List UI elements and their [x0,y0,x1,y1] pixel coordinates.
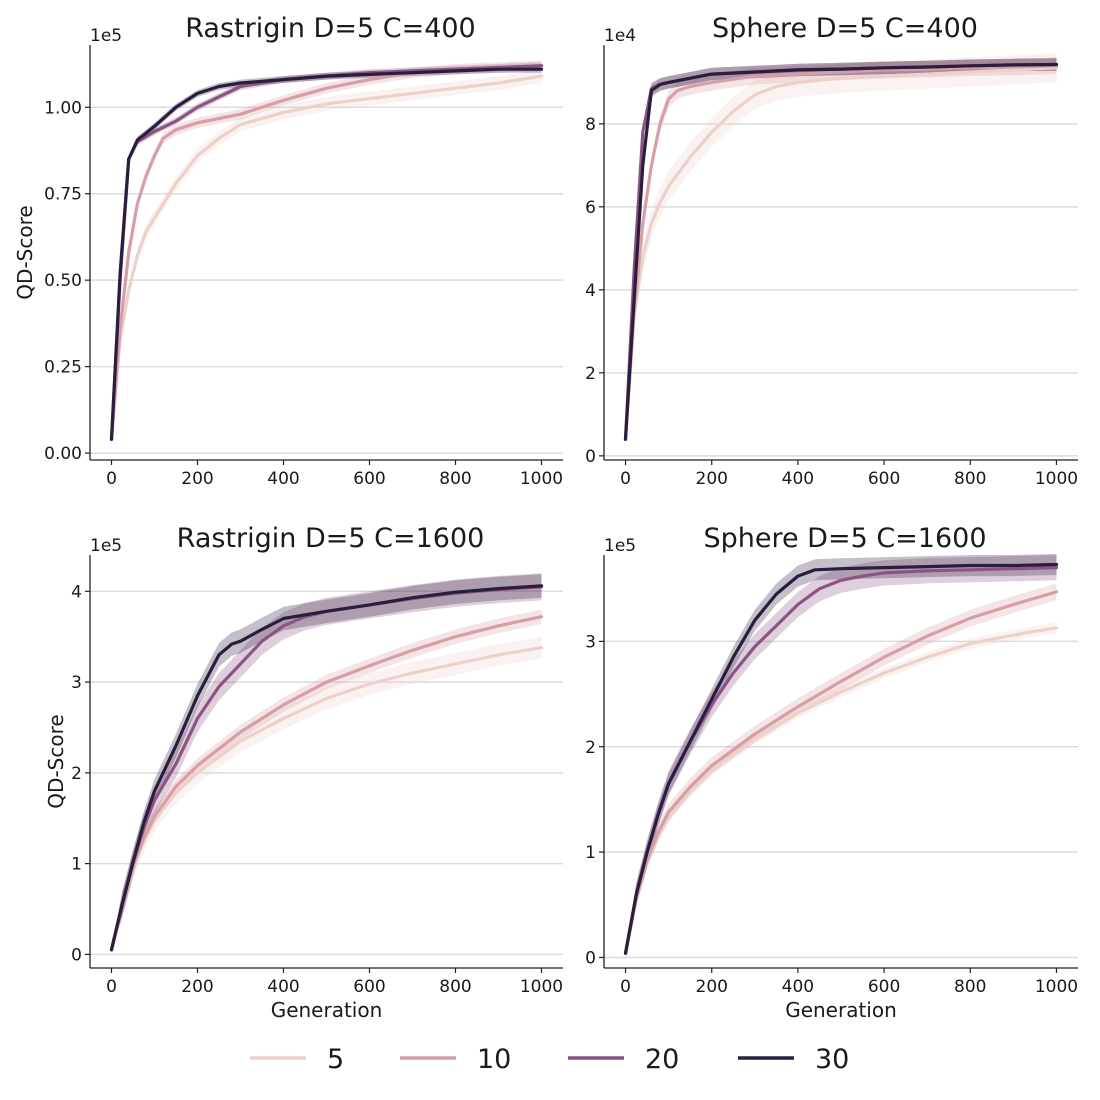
x-tick-label: 1000 [1035,977,1078,997]
series-band-5 [625,622,1057,954]
series-line-5 [109,74,544,441]
x-tick-label: 800 [439,469,471,489]
axis-offset-label: 1e4 [604,26,636,46]
y-tick-label: 2 [71,764,82,784]
legend-item-10: 10 [400,1044,511,1075]
x-tick-label: 0 [106,977,117,997]
x-tick-label: 0 [620,977,631,997]
chart-title: Rastrigin D=5 C=400 [185,13,476,44]
y-tick-label: 3 [71,673,82,693]
series-line-20 [109,64,544,441]
x-tick-label: 800 [954,469,986,489]
x-tick-label: 200 [181,469,213,489]
x-axis-label: Generation [271,998,383,1022]
series-band-20 [111,62,542,440]
lines [623,62,1059,441]
y-tick-label: 0.25 [44,358,82,378]
x-tick-label: 600 [868,977,900,997]
y-axis-label: QD-Score [13,205,37,299]
axis-offset-label: 1e5 [90,26,122,46]
y-tick-label: 0.75 [44,185,82,205]
lines [623,562,1059,955]
legend-item-5: 5 [250,1044,344,1075]
legend-label: 30 [815,1044,849,1075]
series-line-30 [623,62,1059,441]
series-band-10 [111,609,542,951]
axis-offset-label: 1e5 [604,536,636,556]
x-tick-label: 400 [267,977,299,997]
chart-title: Sphere D=5 C=400 [712,13,978,44]
y-tick-label: 4 [71,582,82,602]
lines [109,584,544,952]
y-axis-label: QD-Score [44,714,68,808]
chart-panel-1: 0 200 400 600 800 1000 0.00 0.25 0.50 0.75 1.00 1e5… [13,13,563,489]
series-line-20 [623,62,1059,441]
y-tick-label: 1 [71,855,82,875]
y-tick-label: 0.50 [44,271,82,291]
series-band-10 [111,60,542,440]
y-tick-label: 1 [585,843,596,863]
x-tick-label: 600 [353,977,385,997]
series-band-30 [625,553,1057,955]
chart-title: Rastrigin D=5 C=1600 [177,523,485,554]
series-band-5 [625,53,1057,441]
bands [625,553,1057,955]
y-tick-label: 8 [585,115,596,135]
series-band-30 [625,58,1057,440]
y-tick-label: 6 [585,198,596,218]
x-tick-label: 400 [267,469,299,489]
series-band-10 [625,57,1057,441]
legend-label: 20 [645,1044,679,1075]
x-tick-label: 400 [782,469,814,489]
y-tick-label: 4 [585,281,596,301]
x-tick-label: 400 [782,977,814,997]
legend-item-30: 30 [738,1044,849,1075]
y-tick-label: 0 [585,447,596,467]
chart-title: Sphere D=5 C=1600 [703,523,986,554]
x-tick-label: 600 [353,469,385,489]
series-line-30 [109,584,544,952]
legend: 5 10 20 30 [250,1044,849,1075]
x-tick-label: 1000 [1035,469,1078,489]
series-line-30 [109,67,544,441]
x-tick-label: 800 [954,977,986,997]
series-line-30 [623,562,1059,955]
legend-item-20: 20 [568,1044,679,1075]
y-tick-label: 0 [71,945,82,965]
chart-panels: 0 200 400 600 800 10000.000.250.500.751.001e5… [13,13,1078,1022]
series-line-10 [623,64,1059,441]
x-tick-label: 800 [439,977,471,997]
bands [625,53,1057,441]
x-tick-label: 1000 [520,469,563,489]
y-tick-label: 0 [585,948,596,968]
y-tick-label: 3 [585,632,596,652]
x-tick-label: 0 [620,469,631,489]
y-tick-label: 2 [585,738,596,758]
series-band-20 [625,58,1057,440]
axis-offset-label: 1e5 [90,536,122,556]
lines [109,64,544,441]
series-line-5 [623,66,1059,441]
chart-panel-4: 0 200 400 600 800 1000 0 1 2 3 1e5 Sphere D=5 C=160… [585,523,1078,1022]
x-tick-label: 0 [106,469,117,489]
series-line-20 [623,565,1059,955]
x-tick-label: 200 [181,977,213,997]
legend-label: 10 [477,1044,511,1075]
bands [111,60,542,440]
x-tick-label: 600 [868,469,900,489]
x-tick-label: 1000 [520,977,563,997]
x-tick-label: 200 [696,977,728,997]
series-line-10 [623,590,1059,955]
x-tick-label: 200 [696,469,728,489]
y-tick-label: 0.00 [44,444,82,464]
chart-panel-3: 0 200 400 600 800 1000 0 1 2 3 4 1e5 Rastrigin D=5 C… [44,523,563,1022]
legend-label: 5 [327,1044,344,1075]
chart-panel-2: 0 200 400 600 800 1000 0 2 4 6 8 1e4 Sphere D=5 C=40… [585,13,1078,489]
y-tick-label: 2 [585,364,596,384]
y-tick-label: 1.00 [44,98,82,118]
x-axis-label: Generation [785,998,897,1022]
